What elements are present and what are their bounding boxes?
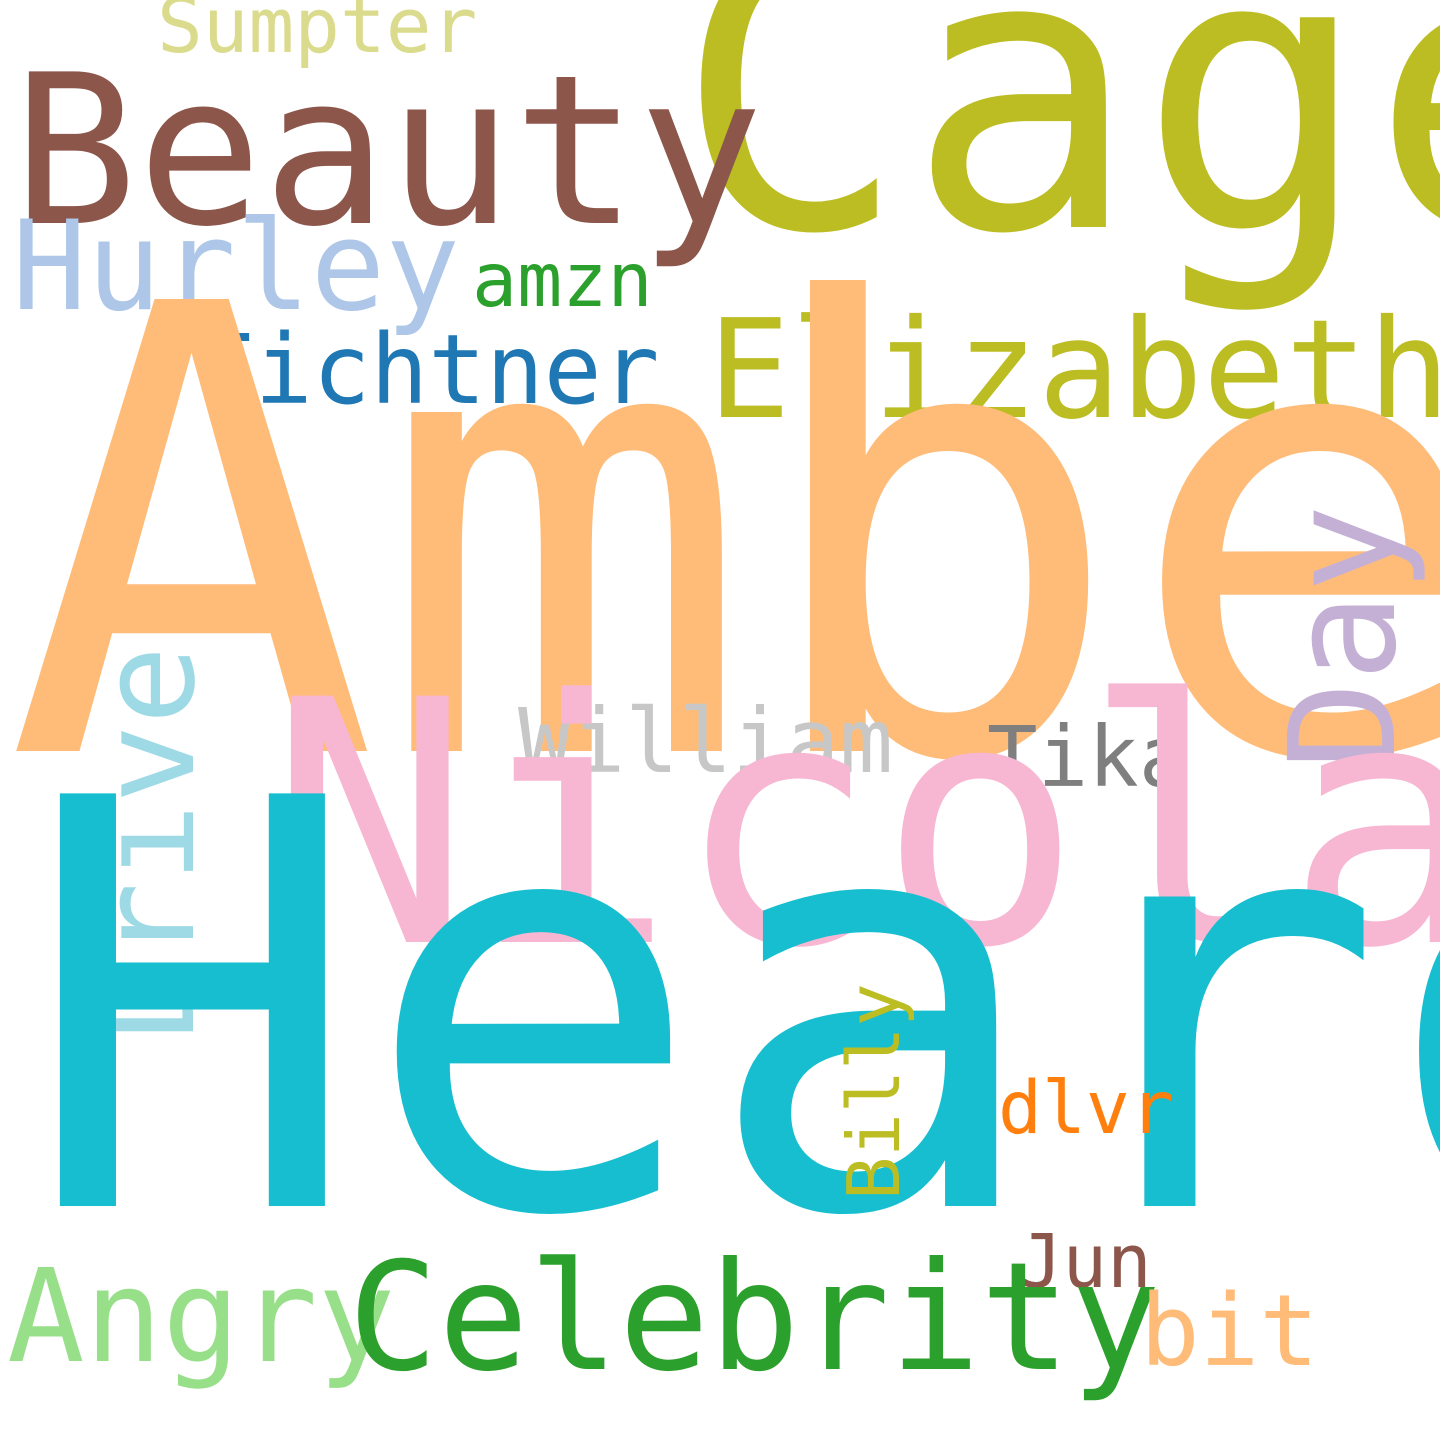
word-cage: Cage [675,0,1440,318]
word-tika: Tika [987,708,1190,806]
word-celebrity: Celebrity [348,1231,1161,1405]
word-amzn: amzn [472,236,653,324]
word-billy: Billy [832,983,916,1200]
word-angry: Angry [7,1242,396,1392]
word-bit: bit [1140,1274,1319,1389]
word-dlvr: dlvr [998,1066,1174,1151]
word-beauty: Beauty [12,31,764,273]
word-nicolas: Nicolas [268,628,1440,1022]
word-heard: Heard [22,682,1440,1340]
word-william: William [518,689,894,793]
word-hurley: Hurley [12,195,460,339]
word-fichtner: Fichtner [197,314,660,426]
word-sumpter: Sumpter [157,0,478,70]
word-elizabeth: Elizabeth [708,291,1440,450]
word-jun: Jun [1018,1219,1152,1305]
word-amber: Amber [5,177,1440,898]
